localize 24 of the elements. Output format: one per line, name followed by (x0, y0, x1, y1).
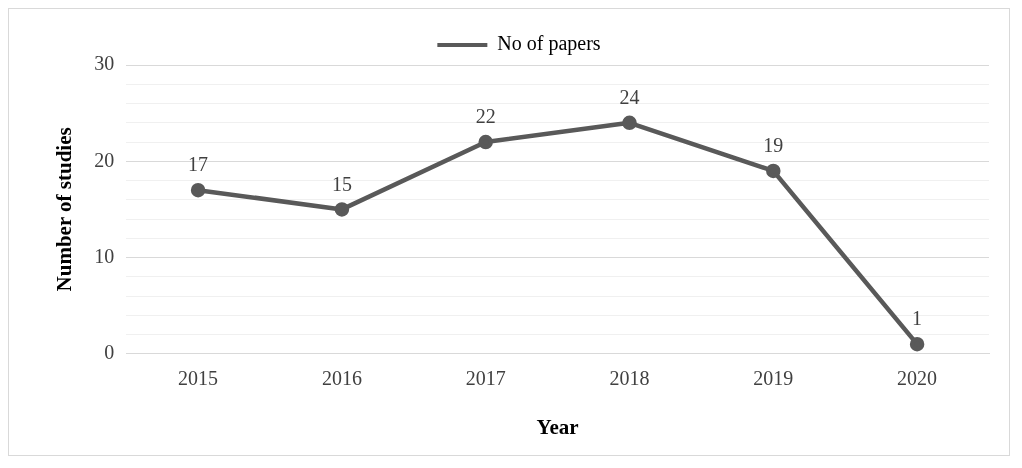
y-tick-label: 10 (94, 244, 115, 267)
y-tick-label: 30 (94, 52, 115, 75)
point (622, 115, 637, 131)
x-tick-label: 2018 (609, 367, 650, 390)
data-label: 22 (475, 105, 496, 128)
x-tick-label: 2020 (897, 367, 938, 390)
data-label: 19 (763, 134, 784, 157)
data-label: 15 (331, 172, 352, 195)
data-label: 1 (912, 307, 923, 330)
point (909, 336, 925, 352)
y-tick-label: 0 (104, 341, 115, 364)
y-tick-label: 20 (94, 148, 115, 171)
x-tick-label: 2016 (321, 367, 362, 390)
x-tick-label: 2015 (178, 367, 219, 390)
point (766, 163, 781, 179)
point (478, 134, 493, 150)
legend-label: No of papers (497, 32, 601, 56)
y-axis-title: Number of studies (52, 127, 77, 292)
point (190, 182, 206, 198)
x-tick-label: 2019 (753, 367, 794, 390)
data-label: 24 (619, 86, 640, 109)
x-tick-label: 2017 (465, 367, 506, 390)
data-label: 17 (188, 153, 209, 176)
point (334, 202, 350, 217)
